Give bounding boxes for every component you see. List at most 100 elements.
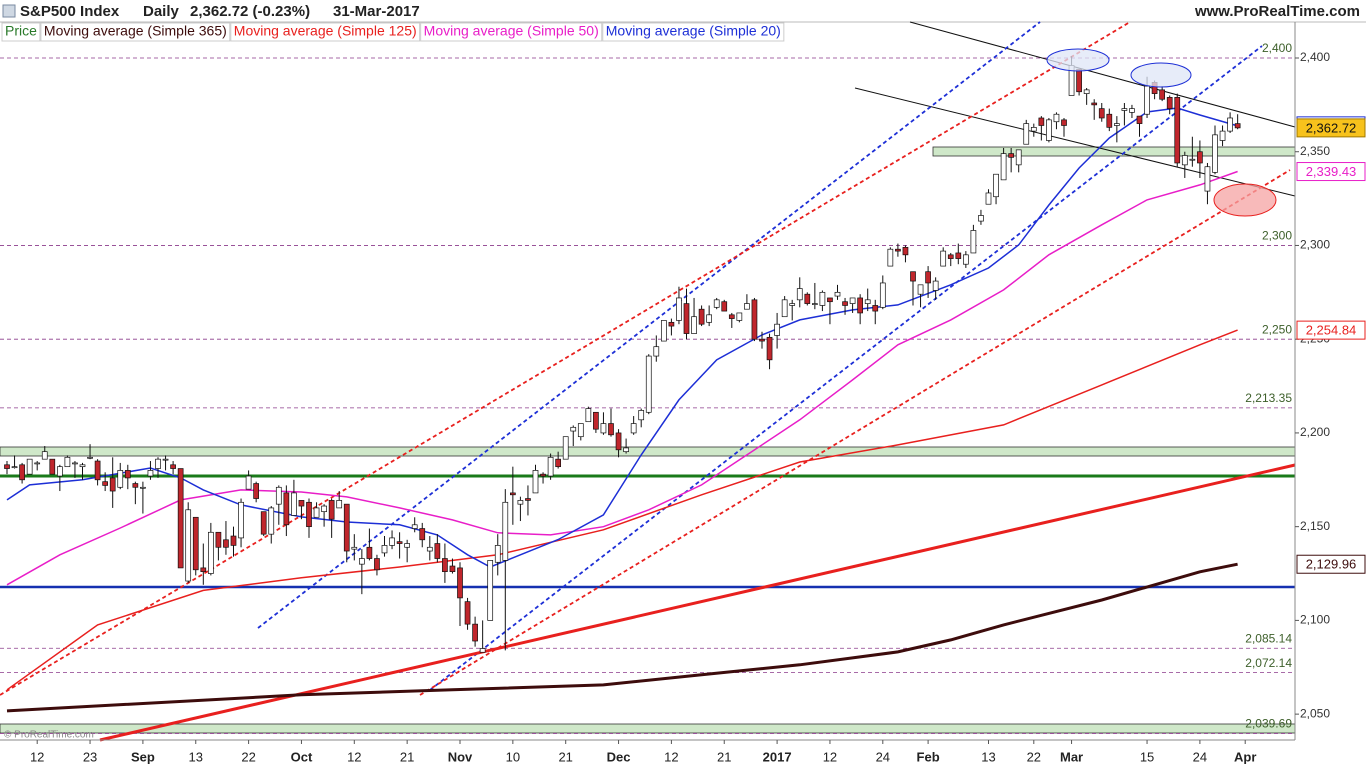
candle-body (630, 423, 637, 434)
candle-body (4, 464, 10, 469)
candle-body (683, 303, 690, 334)
highlight (1046, 48, 1110, 72)
legend-item: Moving average (Simple 20) (606, 23, 781, 39)
candle-body (238, 501, 244, 539)
candle-body (419, 528, 426, 541)
candle-body (532, 470, 539, 494)
candle-body (275, 486, 282, 505)
candle-body (359, 558, 365, 565)
candle-body (676, 297, 682, 321)
candle-body (562, 436, 569, 460)
candle-body (781, 299, 788, 318)
candle-body (396, 541, 403, 544)
candle-body (1113, 123, 1120, 126)
candle-body (540, 473, 546, 477)
candle-body (653, 346, 660, 357)
candle-body (570, 426, 577, 432)
legend-box (40, 22, 231, 42)
candle-body (449, 565, 456, 573)
value-tag (1296, 554, 1366, 574)
x-tick-label: 21 (558, 749, 572, 764)
candle-body (834, 291, 841, 297)
candle-body (517, 500, 524, 505)
candle-body (600, 423, 607, 434)
candle-body (577, 423, 584, 438)
x-tick-label: 13 (981, 749, 995, 764)
candle-body (1091, 102, 1098, 106)
candle-body (321, 505, 327, 513)
candle-body (691, 316, 697, 334)
candle-body (766, 336, 773, 361)
candle-body (819, 291, 826, 306)
candle-body (457, 567, 463, 599)
candle-body (374, 558, 380, 571)
candle-body (343, 503, 350, 552)
level-label: 2,400 (1262, 41, 1292, 55)
candle-body (796, 288, 803, 301)
candle-body (585, 408, 592, 423)
x-tick-label: Dec (607, 749, 631, 764)
candle-body (404, 543, 410, 548)
candle-body (192, 516, 199, 571)
candle-body (1023, 123, 1030, 145)
value-tag (1296, 118, 1366, 138)
moving-average (6, 170, 1238, 586)
candle-body (827, 297, 833, 303)
candle-body (298, 500, 305, 507)
candle-body (1212, 134, 1218, 173)
level-label: 2,300 (1262, 229, 1292, 243)
candle-body (706, 314, 713, 323)
candle-body (1106, 113, 1113, 128)
candle-body (1204, 166, 1211, 192)
candle-body (864, 299, 871, 304)
candle-body (1098, 108, 1105, 119)
x-tick-label: Nov (448, 749, 473, 764)
candle-body (1159, 89, 1166, 100)
x-tick-label: 12 (823, 749, 837, 764)
candle-body (215, 531, 222, 548)
candle-body (442, 558, 448, 573)
candle-body (804, 293, 811, 304)
candle-body (351, 546, 358, 550)
candle-body (925, 271, 931, 284)
candle-body (985, 192, 992, 205)
candle-body (547, 456, 554, 477)
legend-item: Moving average (Simple 125) (234, 23, 417, 39)
y-tick-label: 2,150 (1300, 519, 1330, 533)
candle-body (155, 458, 161, 469)
trendline (0, 21, 1131, 696)
level-label: 2,072.14 (1245, 656, 1292, 670)
last-price: 2,362.72 (-0.23%) (190, 3, 310, 20)
title: S&P500 Index (20, 3, 120, 20)
candle-body (434, 543, 441, 559)
x-tick-label: Mar (1060, 749, 1083, 764)
candle-body (962, 254, 969, 265)
x-tick-label: Sep (131, 749, 155, 764)
candle-body (887, 248, 894, 267)
candle-body (41, 451, 48, 460)
candle-body (1136, 115, 1143, 124)
candle-body (721, 301, 728, 312)
date: 31-Mar-2017 (333, 3, 420, 20)
candle-body (140, 486, 146, 489)
candle-body (955, 252, 962, 259)
candle-body (615, 432, 622, 451)
candle-body (94, 460, 101, 481)
level-label: 2,213.35 (1245, 391, 1292, 405)
candle-body (1053, 113, 1060, 123)
candle-body (970, 230, 977, 254)
y-tick-label: 2,200 (1300, 425, 1330, 439)
value-tag-label: 2,254.84 (1306, 323, 1357, 338)
candle-body (19, 464, 25, 481)
candle-body (185, 509, 192, 582)
y-tick-label: 2,050 (1300, 706, 1330, 720)
value-tag (1296, 320, 1366, 340)
x-tick-label: 13 (189, 749, 203, 764)
x-tick-label: 24 (876, 749, 890, 764)
candle-body (1015, 149, 1022, 166)
candle-body (1061, 119, 1067, 126)
legend-item: Moving average (Simple 365) (44, 23, 227, 39)
candle-body (268, 507, 275, 535)
